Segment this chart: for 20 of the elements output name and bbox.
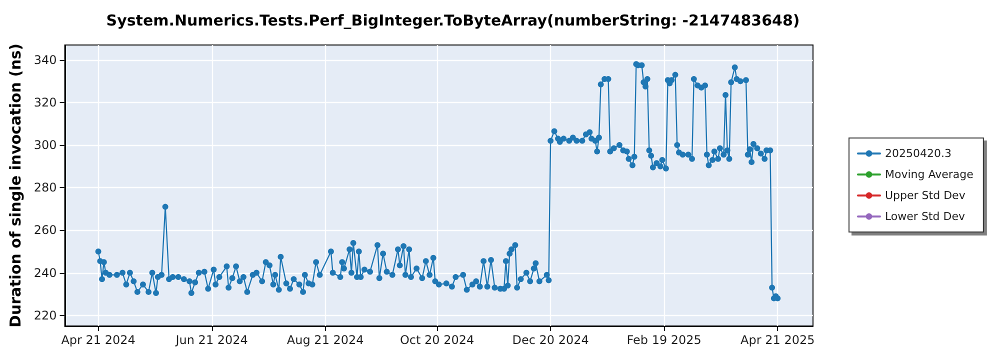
x-tick-label: Apr 21 2025 — [740, 333, 815, 347]
y-tick-label: 240 — [34, 266, 57, 280]
legend-label: Lower Std Dev — [885, 210, 966, 223]
x-tick-label: Dec 20 2024 — [512, 333, 589, 347]
y-tick-label: 260 — [34, 223, 57, 238]
x-tick-label: Apr 21 2024 — [61, 333, 136, 347]
x-tick-label: Feb 19 2025 — [626, 333, 702, 347]
x-tick-label: Aug 21 2024 — [286, 333, 364, 347]
y-tick-label: 220 — [34, 308, 57, 322]
y-tick-label: 300 — [34, 138, 57, 152]
x-tick-label: Oct 20 2024 — [400, 333, 474, 347]
legend-label: Moving Average — [885, 168, 974, 181]
legend-label: Upper Std Dev — [885, 189, 966, 202]
y-tick-label: 340 — [34, 52, 57, 67]
x-tick-label: Jun 21 2024 — [174, 333, 248, 347]
y-tick-label: 320 — [34, 95, 57, 110]
y-axis-title: Duration of single invocation (ns) — [6, 44, 24, 328]
chart-title: System.Numerics.Tests.Perf_BigInteger.ToByteArray(numberString: -2147483648) — [106, 12, 800, 30]
y-tick-label: 280 — [34, 180, 57, 195]
legend-label: 20250420.3 — [885, 147, 952, 160]
